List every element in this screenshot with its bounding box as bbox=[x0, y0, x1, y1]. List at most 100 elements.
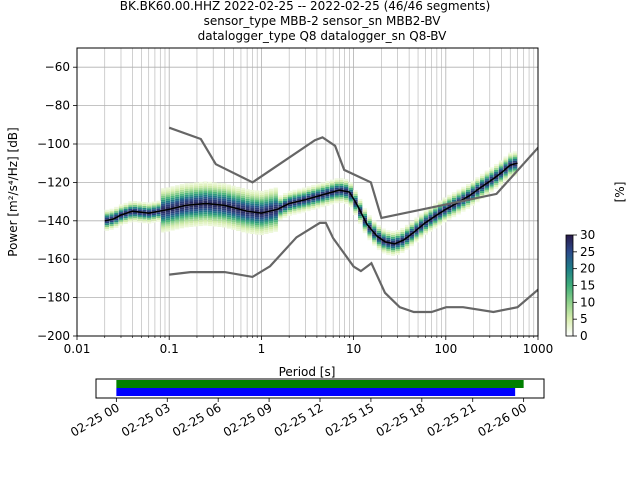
psd-plot: 0.01 0.1 1 10 100 1000 −200 −180 −160 −140 −120 −1… bbox=[37, 47, 553, 356]
plot-frame bbox=[76, 47, 539, 337]
y-tick-label: −200 bbox=[37, 329, 70, 343]
heatmap-cell bbox=[175, 192, 180, 195]
heatmap-cell bbox=[404, 244, 410, 246]
heatmap-cell bbox=[231, 208, 236, 211]
heatmap-cell bbox=[320, 201, 325, 204]
heatmap-cell bbox=[447, 194, 452, 197]
heatmap-cell bbox=[287, 210, 292, 212]
heatmap-cell bbox=[273, 210, 278, 213]
heatmap-cell bbox=[268, 196, 274, 199]
heatmap-cell bbox=[456, 210, 461, 213]
heatmap-cell bbox=[254, 203, 260, 206]
heatmap-cell bbox=[137, 207, 142, 210]
heatmap-cell bbox=[226, 207, 232, 210]
heatmap-cell bbox=[203, 216, 208, 218]
heatmap-cell bbox=[264, 228, 269, 231]
heatmap-cell bbox=[353, 211, 358, 214]
heatmap-cell bbox=[236, 227, 241, 230]
heatmap-cell bbox=[512, 164, 518, 167]
heatmap-cell bbox=[292, 193, 297, 196]
heatmap-cell bbox=[132, 200, 138, 203]
heatmap-cell bbox=[442, 210, 447, 213]
heatmap-cell bbox=[109, 208, 114, 211]
heatmap-cell bbox=[423, 209, 429, 212]
heatmap-cell bbox=[184, 221, 189, 224]
heatmap-cell bbox=[170, 195, 175, 198]
heatmap-cell bbox=[287, 190, 292, 193]
heatmap-cell bbox=[250, 209, 255, 211]
heatmap-cell bbox=[404, 224, 410, 227]
heatmap-cell bbox=[245, 214, 250, 217]
heatmap-cell bbox=[475, 192, 480, 195]
heatmap-cell bbox=[259, 213, 264, 216]
heatmap-cell bbox=[386, 239, 391, 242]
heatmap-cell bbox=[217, 194, 222, 197]
heatmap-cell bbox=[283, 192, 288, 195]
heatmap-cell bbox=[123, 222, 128, 224]
heatmap-cell bbox=[301, 187, 307, 190]
heatmap-cell bbox=[132, 202, 138, 205]
heatmap-cell bbox=[273, 206, 278, 209]
heatmap-cell bbox=[311, 204, 316, 207]
heatmap-cell bbox=[264, 191, 269, 194]
heatmap-cell bbox=[353, 213, 358, 216]
heatmap-cell bbox=[128, 214, 133, 217]
heatmap-cell bbox=[273, 212, 278, 215]
heatmap-cell bbox=[297, 196, 302, 199]
heatmap-cell bbox=[320, 182, 325, 185]
heatmap-cell bbox=[489, 190, 494, 193]
heatmap-cell bbox=[484, 189, 490, 192]
heatmap-cell bbox=[320, 184, 325, 187]
heatmap-cell bbox=[320, 205, 325, 208]
heatmap-cell bbox=[508, 166, 513, 168]
x-tick-label: 0.01 bbox=[64, 342, 91, 356]
heatmap-cell bbox=[353, 203, 358, 206]
heatmap-cell bbox=[198, 191, 203, 194]
heatmap-cell bbox=[484, 187, 490, 190]
heatmap-cell bbox=[161, 219, 166, 221]
heatmap-cell bbox=[254, 201, 260, 204]
y-tick-label: −60 bbox=[45, 60, 70, 74]
heatmap-cell bbox=[470, 203, 475, 206]
heatmap-cell bbox=[343, 184, 349, 187]
heatmap-cell bbox=[358, 204, 363, 207]
heatmap-cell bbox=[433, 211, 438, 214]
heatmap-cell bbox=[236, 221, 241, 224]
heatmap-cell bbox=[245, 219, 250, 222]
heatmap-cell bbox=[508, 167, 513, 170]
heatmap-cell bbox=[123, 220, 128, 223]
heatmap-cell bbox=[250, 189, 255, 192]
heatmap-cell bbox=[236, 206, 241, 209]
heatmap-cell bbox=[433, 213, 438, 216]
heatmap-cell bbox=[273, 187, 278, 190]
heatmap-cell bbox=[480, 193, 485, 195]
heatmap-cell bbox=[114, 222, 119, 225]
heatmap-cell bbox=[409, 223, 414, 226]
heatmap-cell bbox=[128, 207, 133, 209]
heatmap-cell bbox=[179, 224, 185, 227]
heatmap-cell bbox=[465, 207, 471, 209]
heatmap-cell bbox=[376, 232, 382, 235]
heatmap-cell bbox=[184, 188, 189, 191]
heatmap-cell bbox=[329, 193, 335, 195]
heatmap-cell bbox=[137, 220, 142, 223]
heatmap-cell bbox=[376, 230, 382, 233]
heatmap-cell bbox=[367, 234, 372, 237]
heatmap-cell bbox=[222, 202, 227, 205]
heatmap-cell bbox=[451, 196, 457, 198]
heatmap-cell bbox=[254, 230, 260, 233]
heatmap-cell bbox=[348, 189, 353, 192]
heatmap-cell bbox=[409, 234, 414, 237]
heatmap-cell bbox=[390, 231, 396, 233]
timeline-tick-label: 02-25 09 bbox=[221, 400, 275, 439]
heatmap-cell bbox=[123, 218, 128, 221]
heatmap-cell bbox=[212, 188, 217, 191]
heatmap-cell bbox=[503, 177, 508, 180]
heatmap-cell bbox=[447, 215, 452, 218]
heatmap-cell bbox=[390, 250, 396, 253]
heatmap-cell bbox=[198, 199, 203, 202]
heatmap-cell bbox=[254, 209, 260, 212]
heatmap-cell bbox=[104, 223, 110, 226]
heatmap-cell bbox=[297, 203, 302, 206]
